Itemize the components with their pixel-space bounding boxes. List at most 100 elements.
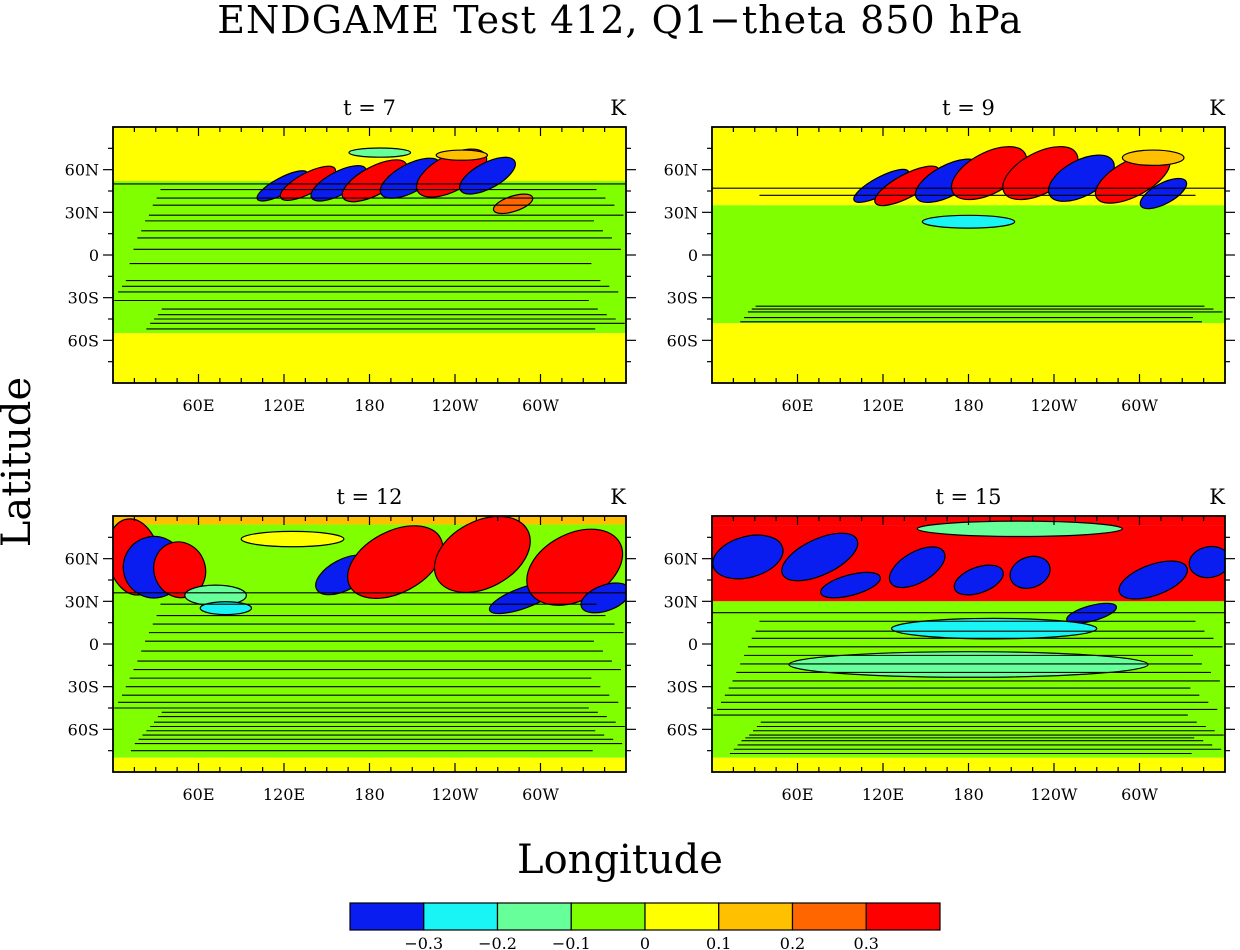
- colorbar-label: −0.2: [478, 934, 517, 950]
- y-tick-label: 30S: [68, 289, 99, 308]
- x-axis-label: Longitude: [517, 837, 723, 883]
- colorbar-swatch: [349, 902, 425, 931]
- contour-feature: [199, 601, 253, 616]
- y-tick-label: 60S: [667, 331, 698, 350]
- y-tick-label: 30N: [65, 592, 99, 611]
- y-tick-label: 60S: [68, 720, 99, 739]
- x-tick-label: 60E: [182, 785, 214, 804]
- y-tick-label: 30N: [664, 592, 698, 611]
- contour-feature: [781, 532, 859, 582]
- contour-feature: [347, 525, 444, 599]
- colorbar-label: 0.3: [854, 934, 879, 950]
- contour-feature: [492, 193, 534, 215]
- contour-field: [712, 516, 1225, 772]
- y-tick-label: 30S: [667, 678, 698, 697]
- figure-title: ENDGAME Test 412, Q1−theta 850 hPa: [217, 0, 1023, 42]
- panel-units-label: K: [1209, 485, 1225, 509]
- contour-feature: [240, 530, 345, 548]
- y-tick-label: 60N: [664, 550, 698, 569]
- colorbar-label: −0.1: [552, 934, 591, 950]
- y-tick-label: 60N: [664, 161, 698, 180]
- contour-feature: [788, 651, 1149, 678]
- y-tick-label: 30S: [667, 289, 698, 308]
- colorbar-swatch: [570, 902, 646, 931]
- contour-field: [113, 127, 626, 383]
- contour-field: [113, 516, 626, 772]
- x-tick-label: 60E: [781, 785, 813, 804]
- contour-feature: [712, 534, 784, 580]
- colorbar-label: 0.1: [706, 934, 731, 950]
- colorbar-swatch: [644, 902, 720, 931]
- colorbar-swatch: [718, 902, 794, 931]
- contour-feature: [1188, 545, 1225, 579]
- panel-time-label: t = 9: [942, 96, 995, 120]
- x-tick-label: 120W: [1031, 396, 1079, 415]
- x-tick-label: 60W: [1121, 785, 1158, 804]
- x-tick-label: 120E: [263, 396, 305, 415]
- contour-feature: [580, 582, 626, 614]
- x-tick-label: 60W: [522, 785, 559, 804]
- colorbar: −0.3 −0.2 −0.1 0 0.1 0.2 0.3: [349, 902, 941, 950]
- contour-feature: [916, 520, 1124, 538]
- colorbar-swatch: [791, 902, 867, 931]
- y-tick-label: 0: [688, 635, 698, 654]
- y-tick-label: 60N: [65, 161, 99, 180]
- panel-time-label: t = 7: [343, 96, 396, 120]
- x-tick-label: 60W: [1121, 396, 1158, 415]
- x-tick-label: 180: [354, 785, 385, 804]
- y-tick-label: 30S: [68, 678, 99, 697]
- colorbar-swatch: [496, 902, 572, 931]
- x-tick-label: 120E: [862, 396, 904, 415]
- colorbar-swatch: [423, 902, 499, 931]
- contour-feature: [1139, 177, 1188, 210]
- x-tick-label: 60E: [182, 396, 214, 415]
- panel-2: 60E 120E 180 120W 60W 60N 30N 0 30S 60S t = 9 K: [664, 96, 1235, 415]
- contour-feature: [1009, 555, 1051, 589]
- x-tick-label: 120E: [263, 785, 305, 804]
- contour-feature: [888, 546, 946, 589]
- y-tick-label: 30N: [664, 203, 698, 222]
- contour-feature: [820, 571, 881, 599]
- x-tick-label: 60W: [522, 396, 559, 415]
- panel-time-label: t = 15: [935, 485, 1001, 509]
- contour-feature: [435, 149, 489, 161]
- contour-feature: [953, 564, 1004, 596]
- y-tick-label: 60N: [65, 550, 99, 569]
- contour-feature: [348, 147, 412, 158]
- x-tick-label: 180: [354, 396, 385, 415]
- x-tick-label: 120W: [432, 396, 480, 415]
- panel-3: 60E 120E 180 120W 60W 60N 30N 0 30S 60S t = 12 K: [65, 485, 636, 804]
- panel-units-label: K: [610, 485, 626, 509]
- panel-1: 60E 120E 180 120W 60W 60N 30N 0 30S 60S t = 7 K: [65, 96, 636, 415]
- colorbar-label: 0.2: [780, 934, 805, 950]
- contour-field: [712, 127, 1225, 383]
- colorbar-label: −0.3: [404, 934, 443, 950]
- x-tick-label: 180: [953, 785, 984, 804]
- x-tick-label: 60E: [781, 396, 813, 415]
- colorbar-label: 0: [640, 934, 650, 950]
- contour-feature: [950, 146, 1028, 201]
- panel-units-label: K: [1209, 96, 1225, 120]
- y-tick-label: 0: [89, 246, 99, 265]
- contour-feature: [433, 516, 531, 593]
- contour-band: [113, 181, 626, 334]
- y-tick-label: 0: [89, 635, 99, 654]
- y-tick-label: 60S: [667, 720, 698, 739]
- colorbar-swatch: [865, 902, 941, 931]
- contour-feature: [1121, 149, 1185, 167]
- panel-4: 60E 120E 180 120W 60W 60N 30N 0 30S 60S t = 15 K: [664, 485, 1235, 804]
- x-tick-label: 120W: [1031, 785, 1079, 804]
- y-tick-label: 60S: [68, 331, 99, 350]
- contour-feature: [890, 617, 1098, 640]
- contour-band: [712, 323, 1225, 383]
- x-tick-label: 120E: [862, 785, 904, 804]
- contour-feature: [921, 214, 1016, 229]
- panel-units-label: K: [610, 96, 626, 120]
- y-tick-label: 30N: [65, 203, 99, 222]
- contour-feature: [1118, 560, 1188, 600]
- x-tick-label: 180: [953, 396, 984, 415]
- y-tick-label: 0: [688, 246, 698, 265]
- x-tick-label: 120W: [432, 785, 480, 804]
- panel-time-label: t = 12: [336, 485, 402, 509]
